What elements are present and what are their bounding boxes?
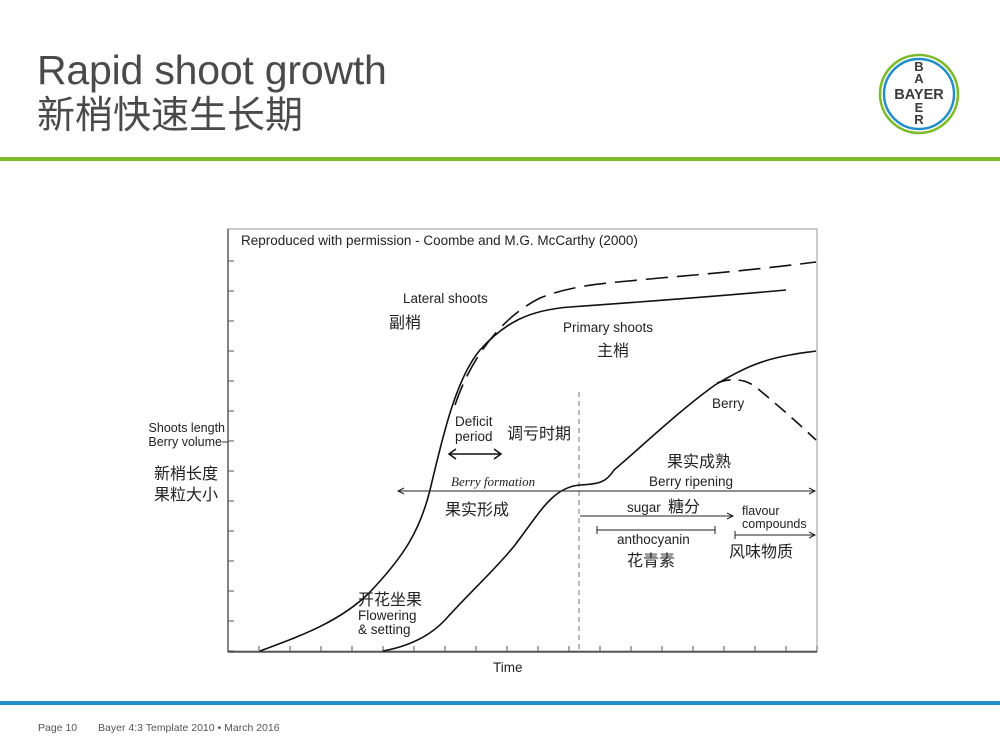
sugar-arrow xyxy=(580,512,735,520)
sugar-label-zh: 糖分 xyxy=(668,497,700,516)
anthocyanin-arrow xyxy=(596,526,716,534)
anthocyanin-label: anthocyanin xyxy=(617,532,690,547)
x-axis-ticks xyxy=(258,646,818,652)
deficit-label-line2: period xyxy=(455,429,493,444)
page-subtitle-chinese: 新梢快速生长期 xyxy=(37,93,304,137)
flavour-label-zh: 风味物质 xyxy=(729,542,793,561)
deficit-label-line1: Deficit xyxy=(455,414,493,429)
footer-divider xyxy=(0,701,1000,705)
flavour-label-line1: flavour xyxy=(742,504,780,518)
anthocyanin-label-zh: 花青素 xyxy=(627,551,675,570)
diagram-credit: Reproduced with permission - Coombe and … xyxy=(241,233,638,248)
flavour-label-line2: compounds xyxy=(742,517,807,531)
flowering-label-line1: Flowering xyxy=(358,608,417,623)
logo-letter-a: A xyxy=(914,71,924,86)
diagram-frame xyxy=(227,228,818,652)
lateral-shoots-label-zh: 副梢 xyxy=(389,313,421,332)
y-axis-label-line2: Berry volume xyxy=(148,435,222,449)
logo-letter-r: R xyxy=(914,112,924,127)
berry-shrink-curve xyxy=(716,378,817,441)
berry-formation-label: Berry formation xyxy=(451,474,535,489)
berry-formation-label-zh: 果实形成 xyxy=(445,500,509,519)
berry-curve xyxy=(382,350,817,652)
deficit-arrow xyxy=(447,448,503,460)
page-number: Page 10 xyxy=(38,722,78,734)
berry-ripening-label: Berry ripening xyxy=(649,474,733,489)
logo-word-bayer: BAYER xyxy=(894,87,944,103)
template-info: Bayer 4:3 Template 2010 • March 2016 xyxy=(98,722,280,734)
logo-letter-e: E xyxy=(915,100,924,115)
footer: Page 10 Bayer 4:3 Template 2010 • March … xyxy=(38,722,298,734)
primary-shoots-label: Primary shoots xyxy=(563,320,653,335)
berry-label: Berry xyxy=(712,396,745,411)
lateral-shoots-label: Lateral shoots xyxy=(403,291,488,306)
berry-ripening-label-zh: 果实成熟 xyxy=(667,452,731,471)
bayer-logo: B A BAYER E R xyxy=(878,53,960,135)
y-axis-ticks xyxy=(228,260,234,652)
y-axis-label-zh-line2: 果粒大小 xyxy=(154,485,218,504)
logo-letter-b: B xyxy=(914,59,923,74)
primary-shoots-curve xyxy=(259,289,787,652)
deficit-label-zh: 调亏时期 xyxy=(507,424,571,443)
flowering-label-line2: & setting xyxy=(358,622,411,637)
y-axis-label: Shoots length Berry volume 新梢长度 果粒大小 xyxy=(148,421,228,504)
sugar-label: sugar xyxy=(627,500,661,515)
y-axis-label-line1: Shoots length xyxy=(149,421,225,435)
page-title: Rapid shoot growth xyxy=(37,47,387,93)
phase-arrow-main xyxy=(396,487,817,495)
flavour-arrow xyxy=(734,531,817,539)
primary-shoots-label-zh: 主梢 xyxy=(597,341,629,360)
flowering-label-zh: 开花坐果 xyxy=(358,590,422,609)
x-axis-label: Time xyxy=(493,660,523,675)
y-axis-label-zh-line1: 新梢长度 xyxy=(154,464,218,483)
header-divider xyxy=(0,157,1000,161)
